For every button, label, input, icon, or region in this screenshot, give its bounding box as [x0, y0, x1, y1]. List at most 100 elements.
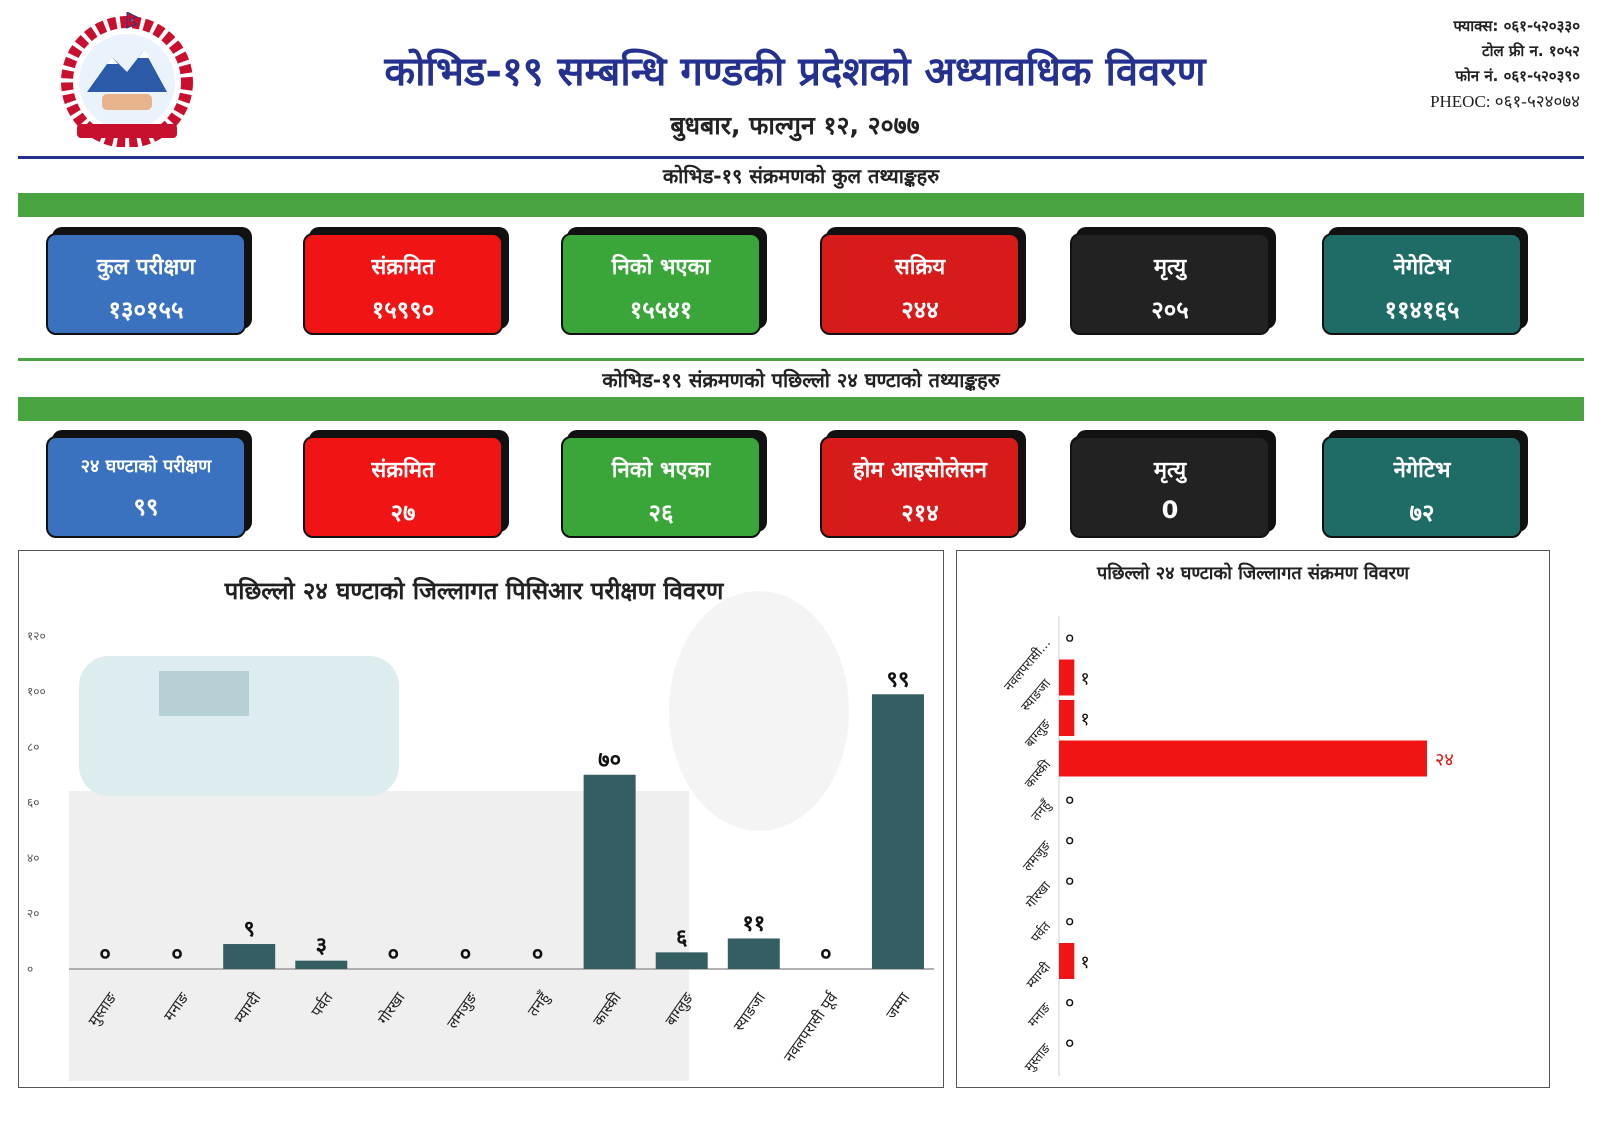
y-tick-label: पर्वत [1028, 918, 1055, 946]
bar [655, 952, 708, 969]
data-label: ९९ [887, 667, 910, 692]
stat-label: कुल परीक्षण [96, 255, 196, 280]
data-label: ३ [316, 934, 327, 959]
data-label: ० [1065, 1033, 1074, 1054]
y-tick-label: २० [27, 907, 39, 921]
stat-label: निको भएका [611, 255, 711, 280]
stat-value: ११४१६५ [1384, 296, 1460, 324]
stat-label: होम आइसोलेसन [852, 458, 988, 483]
bar [727, 938, 780, 969]
data-label: ० [532, 942, 543, 967]
stat-label: नेगेटिभ [1393, 255, 1451, 280]
stat-value: २६ [648, 499, 674, 527]
y-tick-label: स्याङजा [1019, 676, 1055, 715]
fax-number: फ्याक्स: ०६१-५२०३३० [1453, 17, 1580, 35]
toll-free-number: टोल फ्री न. १०५२ [1482, 42, 1580, 60]
stat-card: संक्रमित १५९९० [303, 233, 503, 335]
data-label: ० [1065, 628, 1074, 649]
x-tick-label: जम्मा [882, 988, 914, 1023]
infection-chart: पछिल्लो २४ घण्टाको जिल्लागत संक्रमण विवर… [1001, 562, 1454, 1076]
data-label: ० [99, 942, 110, 967]
stat-card: संक्रमित २७ [303, 436, 503, 538]
stat-card: होम आइसोलेसन २१४ [820, 436, 1020, 538]
stat-card: निको भएका २६ [561, 436, 761, 538]
bar [583, 774, 636, 969]
stat-value: २७ [390, 499, 416, 527]
data-label: १ [1080, 669, 1089, 690]
y-tick-label: मनाङ [1025, 1000, 1054, 1031]
y-tick-label: गोरखा [1023, 878, 1055, 912]
stat-card: निको भएका १५५४१ [561, 233, 761, 335]
stat-label: मृत्यु [1153, 255, 1187, 280]
data-label: ० [820, 942, 831, 967]
phone-number: फोन नं. ०६१-५२०३९० [1455, 67, 1580, 85]
nepal-emblem-logo [52, 11, 202, 148]
section-divider [18, 358, 1584, 361]
page-title: कोभिड-१९ सम्बन्धि गण्डकी प्रदेशको अध्याव… [384, 49, 1206, 95]
data-label: ० [460, 942, 471, 967]
y-tick-label: म्याग्दी [1023, 959, 1054, 992]
y-tick-label: तनहुँ [1028, 796, 1056, 824]
x-tick-label: स्याङजा [730, 988, 770, 1034]
stat-label: नेगेटिभ [1393, 458, 1451, 483]
data-label: ११ [742, 911, 765, 936]
y-tick-label: लमजुङ [1020, 838, 1054, 875]
stat-label: सक्रिय [894, 255, 946, 280]
stat-card: मृत्यु 0 [1070, 436, 1270, 538]
y-tick-label: बाग्लुङ [1022, 716, 1054, 750]
data-label: ० [388, 942, 399, 967]
y-tick-label: ६० [27, 796, 39, 810]
bar [1059, 740, 1427, 777]
stat-value: ७२ [1409, 499, 1435, 527]
stat-card: २४ घण्टाको परीक्षण ९९ [46, 436, 246, 538]
stat-label: संक्रमित [371, 458, 435, 483]
stat-label: मृत्यु [1153, 458, 1187, 483]
stat-label: निको भएका [611, 458, 711, 483]
stat-value: २१४ [901, 499, 939, 527]
stat-value: १३०१५५ [108, 296, 184, 324]
stat-value: १५९९० [371, 296, 435, 324]
y-tick-label: ० [27, 962, 33, 976]
bar [295, 960, 348, 969]
last24-section-title: कोभिड-१९ संक्रमणको पछिल्लो २४ घण्टाको तथ… [602, 368, 1000, 392]
y-tick-label: ४० [27, 851, 39, 865]
y-tick-label: ८० [27, 740, 39, 754]
pcr-test-chart-panel: पछिल्लो २४ घण्टाको जिल्लागत पिसिआर परीक्… [18, 550, 944, 1088]
y-tick-label: मुस्ताङ [1022, 1040, 1054, 1075]
stat-card: नेगेटिभ ७२ [1322, 436, 1522, 538]
bar [223, 944, 276, 969]
bar [871, 694, 924, 969]
pcr-test-chart: पछिल्लो २४ घण्टाको जिल्लागत पिसिआर परीक्… [27, 577, 934, 1081]
contact-info: फ्याक्स: ०६१-५२०३३० टोल फ्री न. १०५२ फोन… [1430, 14, 1580, 114]
data-label: २४ [1435, 750, 1454, 771]
data-label: १ [1080, 952, 1089, 973]
data-label: ० [1065, 993, 1074, 1014]
data-label: ७० [598, 748, 621, 773]
machine-screen-illustration [159, 671, 249, 716]
totals-green-bar [18, 193, 1584, 217]
stat-card: सक्रिय २४४ [820, 233, 1020, 335]
x-tick-label: नवलपरासी पूर्व [780, 988, 843, 1066]
data-label: ० [171, 942, 182, 967]
stat-value: २०५ [1151, 296, 1189, 324]
bar [1059, 700, 1075, 736]
bar [1059, 943, 1075, 979]
totals-section-title: कोभिड-१९ संक्रमणको कुल तथ्याङ्कहरु [662, 164, 940, 188]
chart-title: पछिल्लो २४ घण्टाको जिल्लागत पिसिआर परीक्… [224, 577, 725, 605]
y-tick-label: १०० [27, 685, 46, 699]
y-tick-label: कास्की [1021, 756, 1054, 791]
bar [1059, 659, 1075, 696]
data-label: ० [1065, 790, 1074, 811]
header-divider [18, 156, 1584, 159]
stat-card: नेगेटिभ ११४१६५ [1322, 233, 1522, 335]
data-label: ० [1065, 831, 1074, 852]
last24-green-bar [18, 397, 1584, 421]
data-label: १ [1080, 709, 1089, 730]
data-label: ० [1065, 871, 1074, 892]
stat-value: १५५४१ [629, 296, 693, 324]
infection-chart-panel: पछिल्लो २४ घण्टाको जिल्लागत संक्रमण विवर… [956, 550, 1550, 1088]
report-date: बुधबार, फाल्गुन १२, २०७७ [670, 111, 920, 140]
stat-value: २४४ [901, 296, 939, 324]
data-label: ० [1065, 912, 1074, 933]
data-label: ६ [676, 925, 688, 950]
